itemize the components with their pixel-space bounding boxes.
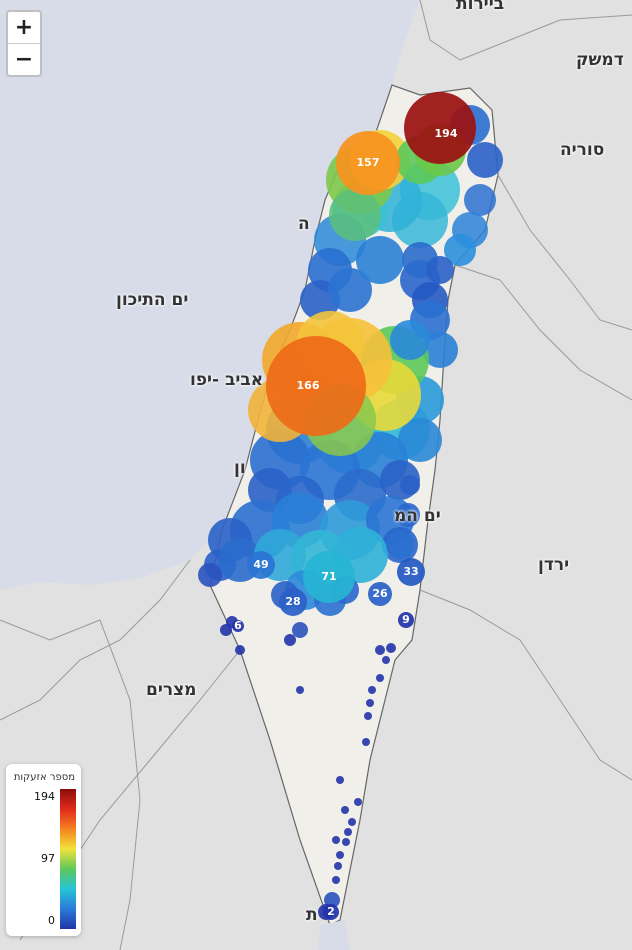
cluster-count: 166	[297, 379, 320, 392]
label-damascus: דמשק	[576, 50, 624, 70]
heat-circle	[332, 876, 340, 884]
cluster-marker[interactable]: 6	[232, 619, 244, 632]
cluster-circle[interactable]	[336, 131, 400, 195]
cluster-circle[interactable]	[279, 588, 307, 616]
mediterranean-sea	[0, 0, 420, 590]
heat-circle	[376, 674, 384, 682]
label-ashdod: ון	[234, 458, 246, 478]
gulf-of-aqaba	[318, 920, 350, 950]
zoom-in-button[interactable]: +	[14, 15, 34, 40]
heat-circle	[354, 798, 362, 806]
cluster-markers[interactable]: 194 157 166 49 71 33 28 26 9 6 2	[232, 92, 476, 920]
heat-circle	[426, 256, 454, 284]
heat-circle	[467, 142, 503, 178]
label-beirut: ביירות	[456, 0, 505, 14]
label-egypt: מצרים	[146, 680, 197, 700]
heat-circle	[375, 645, 385, 655]
cluster-marker[interactable]: 28	[279, 588, 307, 616]
heat-circle	[422, 332, 458, 368]
cluster-count: 33	[403, 565, 418, 578]
legend-max: 194	[34, 790, 55, 803]
alert-heat-circles	[198, 105, 503, 920]
heat-circle	[386, 643, 396, 653]
heat-circle	[235, 645, 245, 655]
heat-circle	[464, 184, 496, 216]
heat-circle	[368, 686, 376, 694]
heat-circle	[362, 738, 370, 746]
cluster-count: 71	[321, 570, 336, 583]
heat-circle	[296, 686, 304, 694]
zoom-control: + −	[6, 10, 42, 77]
label-tel-aviv: אביב -יפו	[190, 370, 264, 390]
cluster-marker[interactable]: 157	[336, 131, 400, 195]
heat-circle	[198, 563, 222, 587]
cluster-count: 194	[435, 127, 458, 140]
heat-circle	[336, 851, 344, 859]
heat-circle	[341, 806, 349, 814]
cluster-count: 2	[327, 905, 335, 918]
cluster-marker[interactable]: 194	[404, 92, 476, 164]
cluster-count: 28	[285, 595, 300, 608]
cluster-circle[interactable]	[232, 620, 244, 632]
heat-circle	[342, 838, 350, 846]
heat-circle	[329, 189, 381, 241]
heat-circle	[348, 818, 356, 826]
cluster-marker[interactable]: 2	[323, 904, 339, 920]
cluster-count: 157	[357, 156, 380, 169]
heat-circle	[400, 475, 420, 495]
heat-circle	[292, 622, 308, 638]
cluster-count: 26	[372, 587, 388, 600]
cluster-count: 49	[253, 558, 268, 571]
heat-circle	[284, 634, 296, 646]
cluster-count: 6	[234, 619, 242, 632]
label-eilat: ת	[306, 905, 318, 925]
heat-circle	[328, 268, 372, 312]
legend-mid: 97	[41, 852, 55, 865]
heat-circle	[390, 320, 430, 360]
heat-circle	[220, 624, 232, 636]
zoom-out-button[interactable]: −	[8, 43, 40, 75]
cluster-circle[interactable]	[266, 336, 366, 436]
heat-circle	[398, 418, 442, 462]
legend-color-bar	[60, 789, 76, 929]
cluster-count: 9	[402, 613, 410, 626]
cluster-marker[interactable]: 49	[247, 551, 275, 579]
heat-circle	[336, 776, 344, 784]
heat-circle	[332, 836, 340, 844]
cluster-circle[interactable]	[303, 551, 355, 603]
heat-circle	[364, 712, 372, 720]
heat-circle	[382, 656, 390, 664]
label-syria: סוריה	[560, 140, 605, 160]
label-haifa: ה	[298, 214, 310, 234]
heat-circle	[344, 828, 352, 836]
cluster-circle[interactable]	[398, 612, 414, 628]
cluster-circle[interactable]	[404, 92, 476, 164]
heat-circle	[386, 531, 414, 559]
cluster-marker[interactable]: 26	[368, 582, 392, 606]
heat-circle	[356, 236, 404, 284]
label-dead-sea: ים המ	[394, 506, 441, 526]
heat-circle	[366, 699, 374, 707]
heat-circle	[334, 862, 342, 870]
cluster-marker[interactable]: 71	[303, 551, 355, 603]
cluster-circle[interactable]	[397, 558, 425, 586]
cluster-marker[interactable]: 33	[397, 558, 425, 586]
label-jordan: ירדן	[538, 555, 570, 575]
heat-circle	[324, 892, 340, 908]
heat-circle	[444, 234, 476, 266]
legend-min: 0	[48, 914, 55, 927]
legend-title: מספר אזעקות	[13, 772, 75, 783]
cluster-marker[interactable]: 166	[266, 336, 366, 436]
cluster-circle[interactable]	[247, 551, 275, 579]
label-mediterranean: ים התיכון	[116, 290, 189, 310]
heat-circle	[396, 503, 420, 527]
cluster-marker[interactable]: 9	[398, 612, 414, 628]
color-legend: מספר אזעקות 194 97 0	[6, 764, 81, 936]
cluster-circle[interactable]	[368, 582, 392, 606]
cluster-circle[interactable]	[323, 904, 339, 920]
